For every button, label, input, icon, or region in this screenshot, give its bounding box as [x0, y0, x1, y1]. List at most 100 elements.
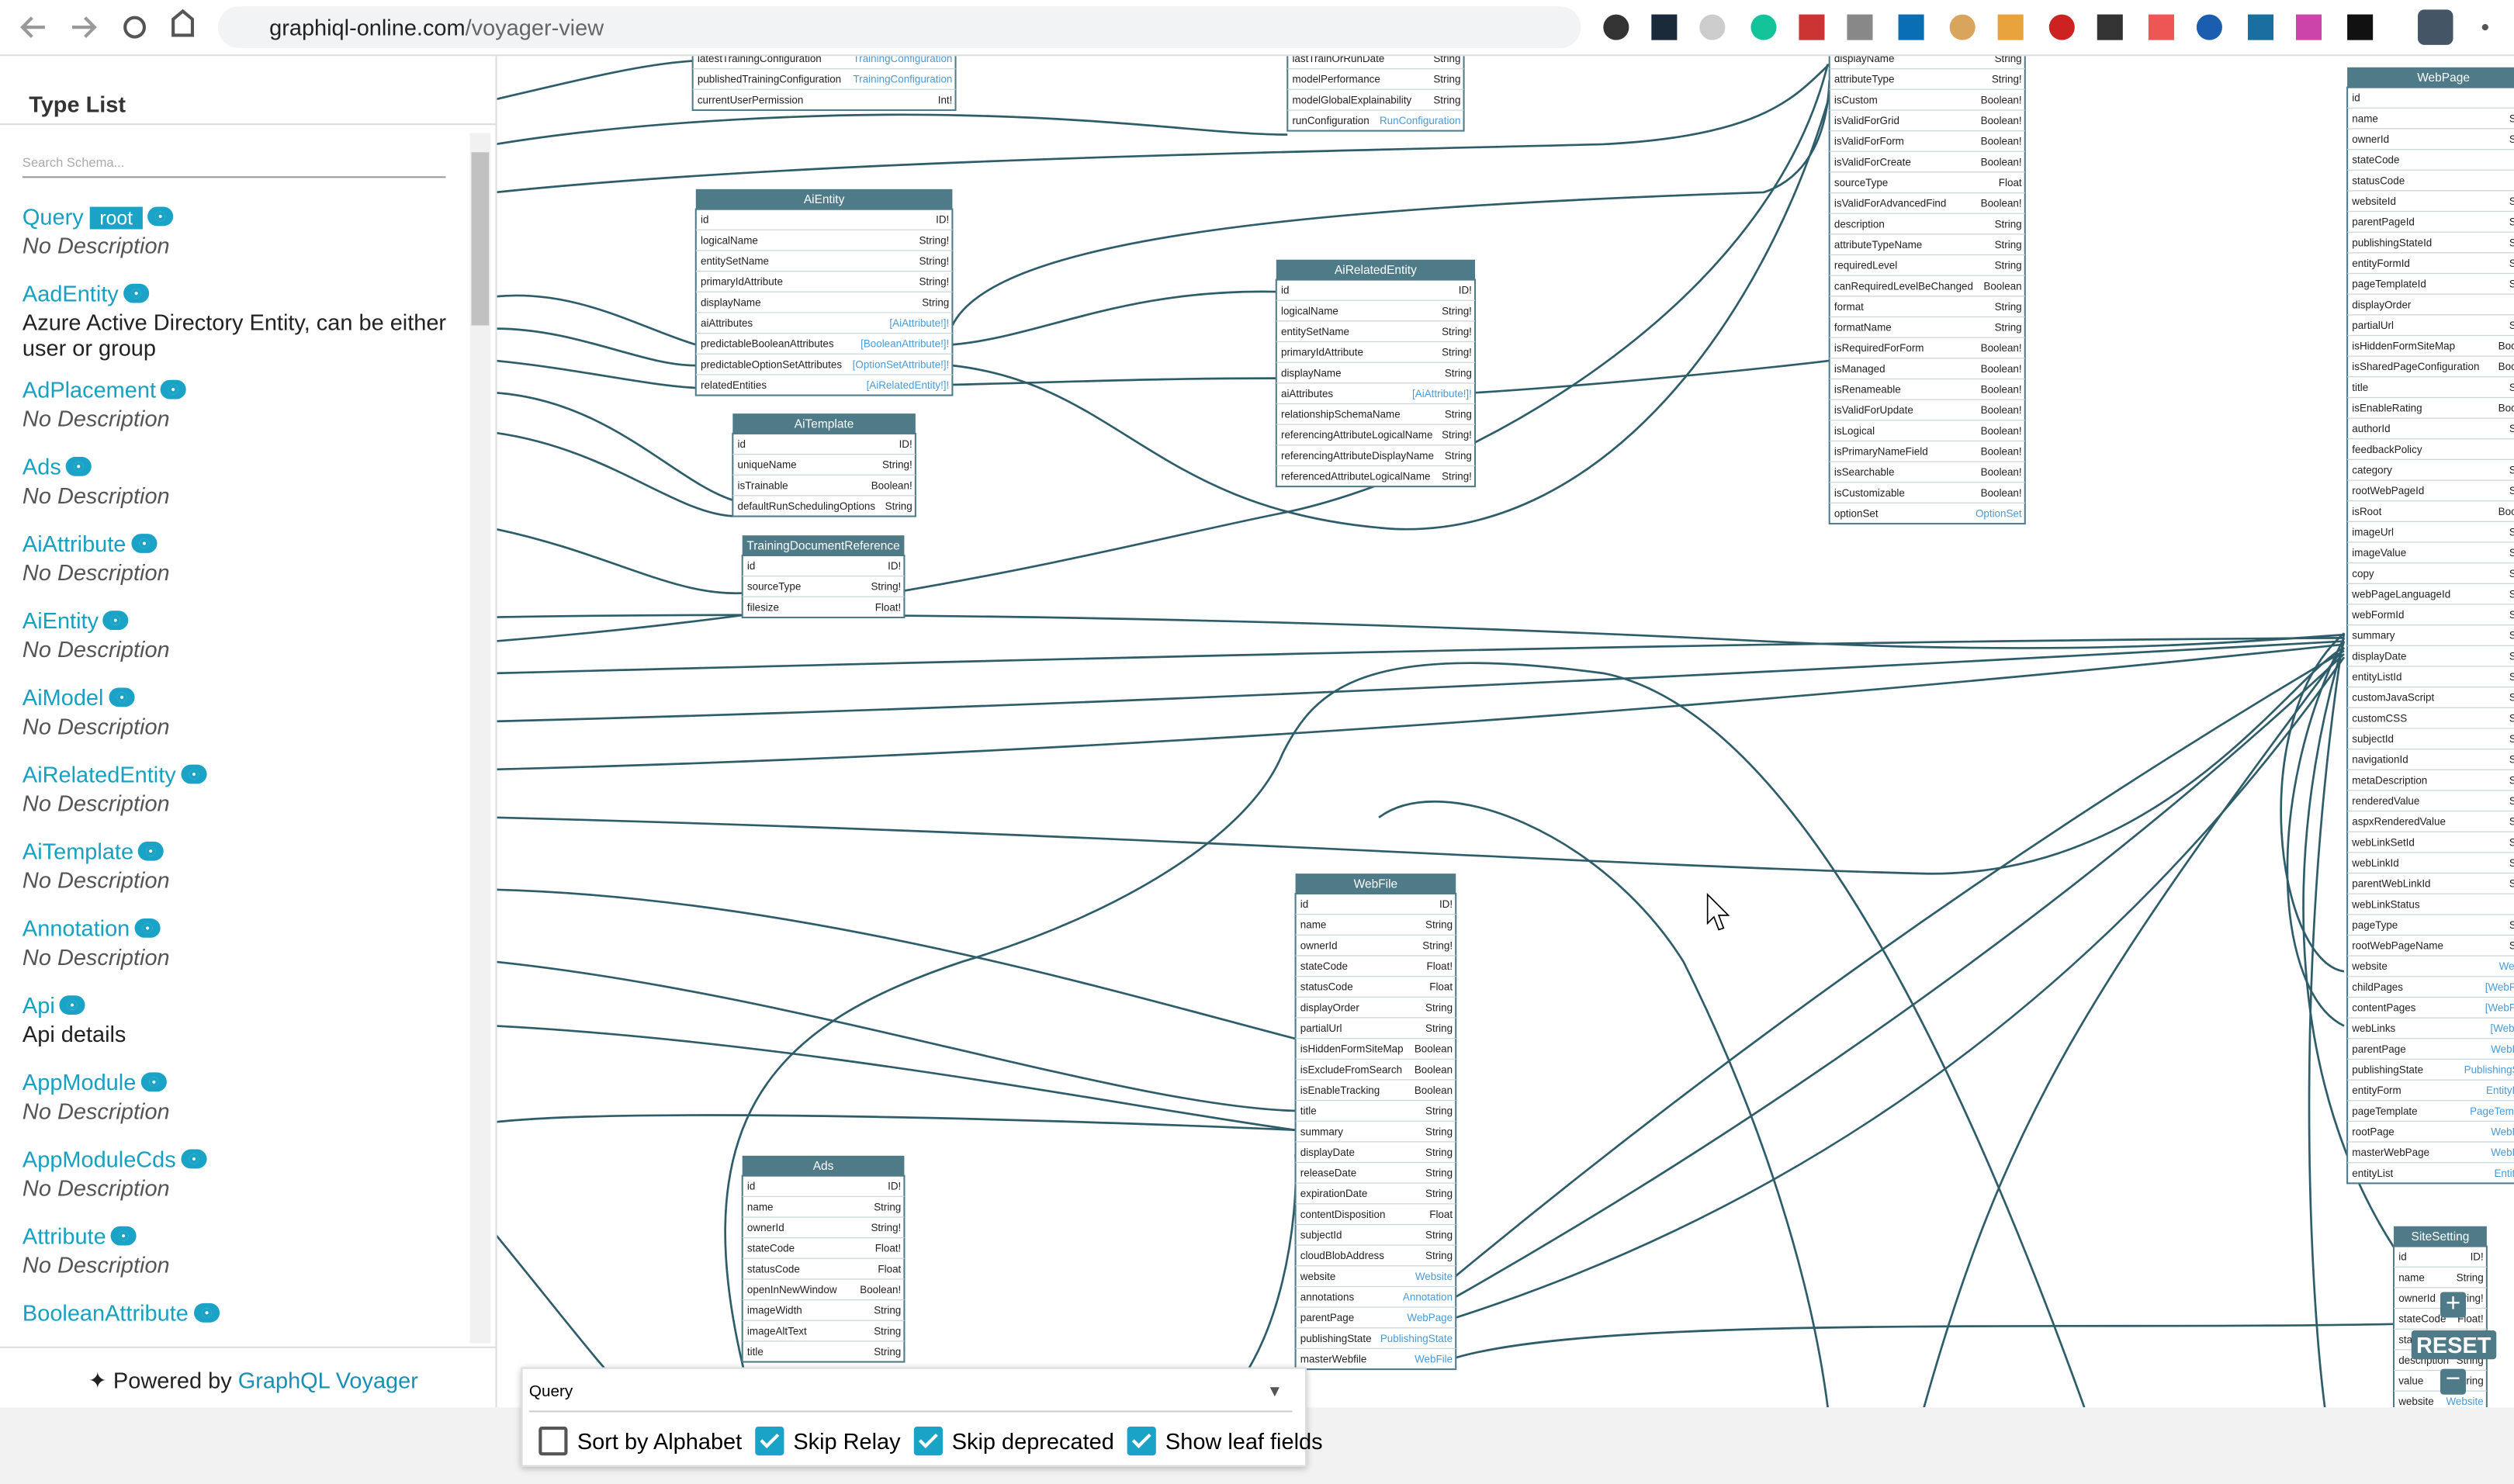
extension-icons[interactable]: [1588, 0, 2514, 54]
type-node[interactable]: TrainingDocumentReference id ID! sourceType…: [741, 535, 906, 618]
reset-button[interactable]: RESET: [2411, 1330, 2496, 1360]
field-type[interactable]: EntityForm: [2486, 1084, 2514, 1096]
field-type[interactable]: PageTemplate: [2470, 1105, 2514, 1117]
type-item[interactable]: AiTemplate No Description: [23, 835, 463, 900]
field-type[interactable]: OptionSet: [1976, 507, 2022, 519]
field-type[interactable]: TrainingConfiguration: [854, 53, 953, 64]
field-type[interactable]: [OptionSetAttribute!]!: [853, 358, 950, 370]
type-item[interactable]: AiRelatedEntity No Description: [23, 758, 463, 822]
type-item[interactable]: AppModule No Description: [23, 1066, 463, 1130]
nav-buttons[interactable]: [0, 0, 209, 54]
eye-icon[interactable]: [108, 687, 134, 707]
field-type[interactable]: TrainingConfiguration: [854, 74, 953, 85]
field-type[interactable]: [AiRelatedEntity!]!: [867, 379, 950, 391]
eye-icon[interactable]: [134, 918, 161, 938]
type-item[interactable]: AiModel No Description: [23, 681, 463, 745]
type-item[interactable]: Query root No Description: [23, 200, 463, 265]
type-item[interactable]: Annotation No Description: [23, 912, 463, 977]
field-type[interactable]: RunConfiguration: [1380, 115, 1460, 126]
type-item[interactable]: AiAttribute No Description: [23, 528, 463, 592]
field-type[interactable]: WebPage: [1407, 1312, 1453, 1323]
zoom-controls[interactable]: + RESET −: [2405, 1291, 2501, 1397]
field-type: Boolean: [1983, 280, 2021, 292]
type-node[interactable]: AiEntity id ID! logicalName String! entitySet…: [694, 189, 954, 396]
field-type[interactable]: WebPage: [2491, 1043, 2514, 1055]
type-item[interactable]: AadEntity Azure Active Directory Entity, …: [22, 277, 463, 361]
type-node[interactable]: Ads id ID! name String ownerId String! stateCod…: [741, 1155, 906, 1363]
field-type[interactable]: [AiAttribute!]!: [1412, 388, 1472, 400]
eye-icon[interactable]: [147, 206, 173, 227]
option[interactable]: Sort by Alphabet: [538, 1427, 742, 1456]
type-name[interactable]: Attribute: [22, 1223, 106, 1249]
type-item[interactable]: Attribute No Description: [23, 1219, 463, 1284]
option[interactable]: Skip deprecated: [913, 1427, 1114, 1456]
type-name[interactable]: AdPlacement: [22, 376, 157, 403]
field-type[interactable]: EntityList: [2494, 1167, 2514, 1179]
type-name[interactable]: AiRelatedEntity: [22, 761, 176, 787]
eye-icon[interactable]: [103, 611, 130, 631]
scrollbar[interactable]: [469, 133, 491, 1344]
type-node[interactable]: WebFile id ID! name String ownerId String! stat…: [1294, 873, 1457, 1371]
type-item[interactable]: Api Api details: [23, 989, 463, 1053]
address-bar[interactable]: graphiql-online.com/voyager-view: [218, 6, 1581, 48]
type-name[interactable]: AiAttribute: [22, 530, 126, 557]
option[interactable]: Show leaf fields: [1127, 1427, 1323, 1456]
footer-link[interactable]: GraphQL Voyager: [237, 1367, 418, 1393]
search-input[interactable]: Search Schema...: [22, 155, 446, 178]
field-type[interactable]: [WebLink]: [2490, 1022, 2514, 1034]
type-name[interactable]: AadEntity: [22, 280, 119, 306]
field-type[interactable]: WebPage: [2491, 1126, 2514, 1137]
type-name[interactable]: AiEntity: [22, 607, 99, 634]
type-name[interactable]: BooleanAttribute: [22, 1299, 189, 1326]
eye-icon[interactable]: [130, 534, 157, 553]
field-type[interactable]: [WebPage]: [2485, 1002, 2514, 1014]
type-item[interactable]: AppModuleCds No Description: [23, 1143, 463, 1207]
type-node[interactable]: AiTemplate id ID! uniqueName String! isTraina…: [732, 413, 916, 517]
type-node[interactable]: latestTrainingConfiguration TrainingConfi…: [691, 48, 957, 111]
field-type[interactable]: PublishingState: [1380, 1333, 1453, 1344]
eye-icon[interactable]: [161, 379, 187, 400]
type-node[interactable]: lastTrainOrRunDate String modelPerformance…: [1286, 48, 1465, 132]
checkbox[interactable]: [754, 1427, 784, 1456]
type-name[interactable]: AppModule: [22, 1069, 137, 1095]
field-type[interactable]: Annotation: [1403, 1292, 1453, 1303]
eye-icon[interactable]: [193, 1302, 220, 1323]
field-type[interactable]: [BooleanAttribute!]!: [861, 338, 949, 350]
type-item[interactable]: BooleanAttribute: [23, 1297, 463, 1329]
root-select[interactable]: Query ▼: [528, 1375, 1293, 1413]
eye-icon[interactable]: [59, 995, 85, 1015]
type-node[interactable]: AiRelatedEntity id ID! logicalName String! en…: [1275, 259, 1477, 488]
eye-icon[interactable]: [180, 764, 206, 784]
eye-icon[interactable]: [180, 1149, 207, 1169]
field-type[interactable]: Website: [2499, 960, 2514, 972]
type-item[interactable]: AiEntity No Description: [23, 604, 463, 669]
field-type[interactable]: PublishingState: [2464, 1064, 2514, 1076]
option[interactable]: Skip Relay: [754, 1427, 901, 1456]
eye-icon[interactable]: [123, 283, 150, 303]
type-name[interactable]: Query: [22, 203, 84, 230]
checkbox[interactable]: [913, 1427, 943, 1456]
field-type[interactable]: WebPage: [2491, 1147, 2514, 1158]
type-node[interactable]: WebPageidID!nameStringownerIdStringstate…: [2346, 67, 2514, 1185]
type-name[interactable]: Api: [22, 992, 55, 1019]
eye-icon[interactable]: [138, 841, 164, 861]
eye-icon[interactable]: [110, 1226, 137, 1246]
type-name[interactable]: Annotation: [22, 915, 130, 941]
type-item[interactable]: AdPlacement No Description: [23, 373, 463, 438]
checkbox[interactable]: [1127, 1427, 1156, 1456]
eye-icon[interactable]: [65, 456, 92, 476]
checkbox[interactable]: [538, 1427, 568, 1456]
type-name[interactable]: AiModel: [22, 684, 104, 711]
type-name[interactable]: Ads: [22, 453, 61, 479]
type-node[interactable]: displayName String attributeType String! isC…: [1828, 48, 2026, 525]
type-name[interactable]: AiTemplate: [22, 838, 134, 864]
eye-icon[interactable]: [140, 1072, 167, 1092]
field-type[interactable]: Website: [2446, 1396, 2483, 1407]
field-type[interactable]: [WebPage]: [2485, 981, 2514, 993]
field-type[interactable]: Website: [1415, 1271, 1453, 1282]
type-name[interactable]: AppModuleCds: [22, 1146, 176, 1172]
field-type[interactable]: [AiAttribute!]!: [889, 317, 949, 329]
type-item[interactable]: Ads No Description: [23, 451, 463, 515]
field-type[interactable]: WebFile: [1415, 1353, 1453, 1365]
